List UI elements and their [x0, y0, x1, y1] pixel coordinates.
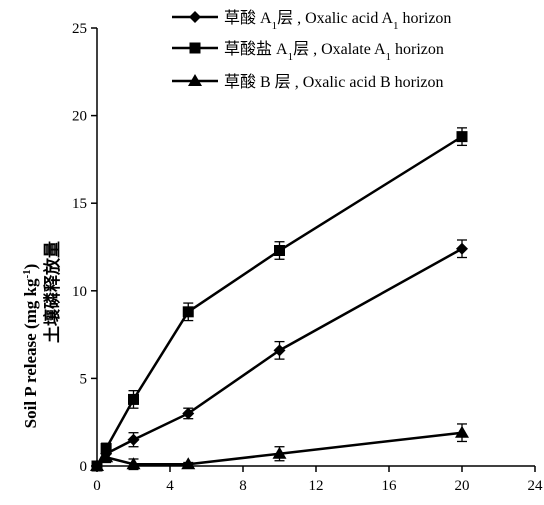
legend-marker [189, 11, 201, 23]
data-point [182, 306, 194, 318]
data-point [128, 393, 139, 405]
x-tick-label: 4 [166, 478, 174, 494]
y-tick-label: 5 [80, 371, 88, 387]
series-layer [90, 127, 469, 472]
axes: 0 5 10 15 20 25 0 4 8 12 16 20 24 [72, 21, 543, 494]
y-tick-label: 20 [72, 109, 87, 125]
series-triangle [90, 423, 469, 471]
x-tick-label: 20 [455, 478, 470, 494]
data-point [456, 242, 468, 255]
legend-label: 草酸 B 层 , Oxalic acid B horizon [224, 73, 444, 91]
legend-item: 草酸 B 层 , Oxalic acid B horizon [172, 73, 444, 91]
data-point [182, 407, 195, 420]
data-point [90, 459, 104, 471]
data-point [181, 457, 196, 470]
y-tick-label: 0 [80, 459, 88, 475]
legend-marker [189, 42, 201, 54]
data-point [100, 442, 112, 454]
x-tick-label: 8 [239, 478, 247, 494]
data-point [272, 446, 287, 459]
y-tick-label: 15 [72, 196, 87, 212]
legend-marker [188, 74, 202, 86]
data-point [127, 433, 140, 446]
x-tick-label: 12 [309, 478, 324, 494]
legend-label: 草酸盐 A1层 , Oxalate A1 horizon [224, 40, 444, 63]
data-point [455, 425, 469, 438]
data-point [99, 450, 114, 463]
x-tick-label: 0 [93, 478, 101, 494]
series-diamond [91, 239, 468, 472]
data-point [273, 344, 286, 357]
legend: 草酸 A1层 , Oxalic acid A1 horizon 草酸盐 A1层 ,… [172, 9, 451, 91]
y-tick-label: 25 [72, 21, 87, 37]
y-axis-title-zh: 土壤磷释放量 [42, 241, 62, 343]
data-point [456, 131, 468, 143]
data-point [274, 245, 285, 257]
series-square [91, 127, 468, 472]
series-line [95, 135, 463, 467]
legend-label: 草酸 A1层 , Oxalic acid A1 horizon [224, 9, 451, 32]
legend-item: 草酸盐 A1层 , Oxalate A1 horizon [172, 40, 444, 63]
legend-item: 草酸 A1层 , Oxalic acid A1 horizon [172, 9, 451, 32]
x-tick-label: 16 [382, 478, 398, 494]
y-tick-label: 10 [72, 284, 87, 300]
y-axis-title-en: Soil P release (mg kg-1) [21, 264, 40, 429]
data-point [126, 457, 141, 470]
x-tick-label: 24 [528, 478, 544, 494]
y-axis-title: Soil P release (mg kg-1) 土壤磷释放量 [21, 241, 62, 428]
